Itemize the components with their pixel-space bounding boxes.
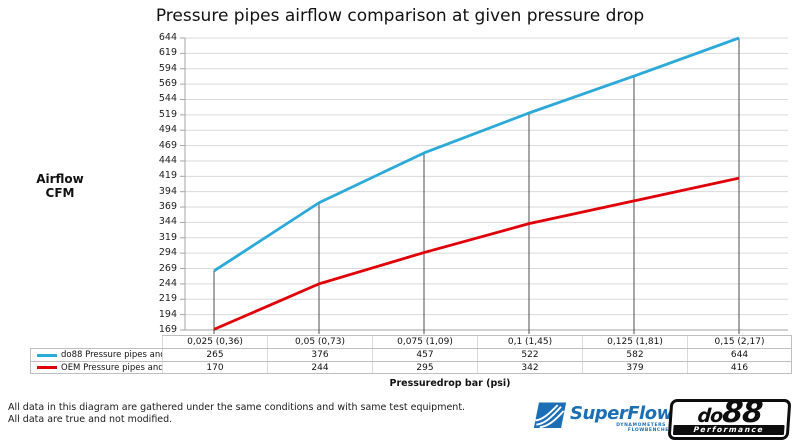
table-value-cell: 379: [582, 362, 687, 373]
table-header-cell: 0,1 (1,45): [477, 336, 582, 348]
legend-swatch: [37, 366, 57, 369]
table-value-cell: 644: [687, 349, 792, 361]
table-row: 0,025 (0,36) 0,05 (0,73) 0,075 (1,09) 0,1 (…: [162, 335, 792, 348]
superflow-tagline: DYNAMOMETERS & FLOWBENCHES: [616, 423, 673, 433]
legend-cell: do88 Pressure pipes and hoses (TR-260): [30, 349, 162, 361]
table-header-cell: 0,125 (1,81): [582, 336, 687, 348]
legend-cell: OEM Pressure pipes and hoses: [30, 362, 162, 373]
table-row: OEM Pressure pipes and hoses170244295342…: [30, 361, 792, 374]
superflow-wordmark: SuperFlow DYNAMOMETERS & FLOWBENCHES: [570, 403, 673, 434]
footer-line-1: All data in this diagram are gathered un…: [8, 402, 466, 413]
y-tick-label: 394: [158, 185, 177, 197]
table-value-cell: 582: [582, 349, 687, 361]
do88-performance-bar: Performance: [672, 425, 785, 435]
y-tick-label: 569: [158, 78, 177, 90]
series-line: [213, 176, 740, 331]
series-line: [213, 36, 740, 273]
table-header-cell: 0,15 (2,17): [687, 336, 792, 348]
y-tick-label: 244: [158, 277, 177, 289]
y-tick-label: 194: [158, 308, 177, 320]
y-tick-label: 219: [158, 293, 177, 305]
table-value-cell: 342: [477, 362, 582, 373]
y-tick-label: 544: [158, 93, 177, 105]
table-header-cell: 0,025 (0,36): [162, 336, 267, 348]
legend-label: OEM Pressure pipes and hoses: [61, 362, 162, 373]
y-tick-label: 444: [158, 154, 177, 166]
table-value-cell: 416: [687, 362, 792, 373]
y-tick-label: 644: [158, 32, 177, 43]
y-tick-label: 594: [158, 62, 177, 74]
x-axis-title: Pressuredrop bar (psi): [389, 378, 511, 389]
table-value-cell: 244: [267, 362, 372, 373]
superflow-logo: SuperFlow DYNAMOMETERS & FLOWBENCHES: [533, 399, 673, 439]
superflow-waves-icon: [533, 401, 567, 437]
y-tick-label: 419: [158, 170, 177, 182]
table-value-cell: 265: [162, 349, 267, 361]
footer-line-2: All data are true and not modified.: [8, 414, 173, 425]
legend-label: do88 Pressure pipes and hoses (TR-260): [61, 350, 162, 360]
y-tick-label: 344: [158, 216, 177, 228]
plot-svg: [180, 36, 788, 334]
y-tick-label: 469: [158, 139, 177, 151]
table-value-cell: 170: [162, 362, 267, 373]
table-header-cell: 0,05 (0,73): [267, 336, 372, 348]
table-value-cell: 522: [477, 349, 582, 361]
y-tick-label: 169: [158, 324, 177, 335]
plot-area: [180, 36, 788, 334]
y-tick-label: 619: [158, 47, 177, 59]
footer-note: All data in this diagram are gathered un…: [8, 402, 465, 426]
y-axis-title: Airflow CFM: [20, 172, 100, 200]
table-value-cell: 376: [267, 349, 372, 361]
y-tick-label: 319: [158, 231, 177, 243]
superflow-name: SuperFlow: [570, 403, 673, 424]
y-tick-label: 269: [158, 262, 177, 274]
table-value-cell: 295: [372, 362, 477, 373]
y-tick-label: 494: [158, 124, 177, 136]
y-tick-label: 519: [158, 108, 177, 120]
do88-wordmark-do: do: [696, 405, 723, 427]
y-tick-label: 369: [158, 201, 177, 213]
table-row: do88 Pressure pipes and hoses (TR-260)26…: [30, 348, 792, 361]
y-axis-title-line1: Airflow: [36, 172, 84, 186]
table-header-cell: 0,075 (1,09): [372, 336, 477, 348]
y-axis-title-line2: CFM: [45, 186, 75, 200]
table-value-cell: 457: [372, 349, 477, 361]
do88-logo: do88 Performance: [667, 399, 792, 440]
chart-title: Pressure pipes airflow comparison at giv…: [155, 6, 645, 26]
legend-swatch: [37, 353, 57, 357]
y-tick-label: 294: [158, 247, 177, 259]
